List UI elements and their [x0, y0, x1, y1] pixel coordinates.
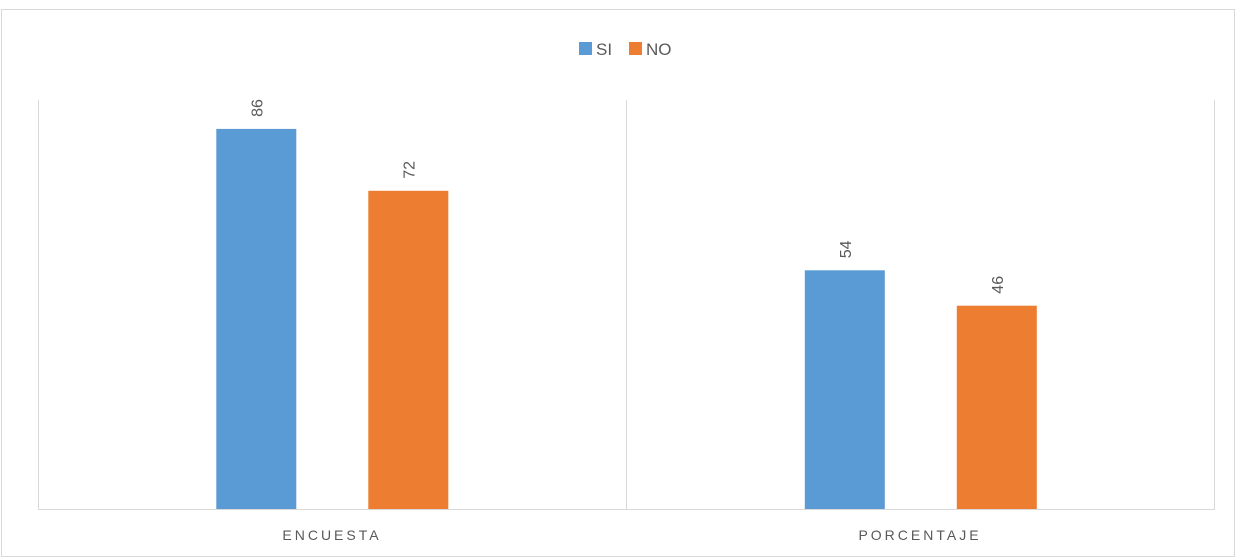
data-label-encuesta-no: 72	[401, 161, 418, 179]
data-label-porcentaje-no: 46	[990, 276, 1007, 294]
legend-item-si: SI	[579, 40, 612, 59]
bar-porcentaje-no	[956, 305, 1037, 509]
chart-border	[1, 9, 1235, 557]
legend-label-no: NO	[646, 40, 672, 59]
bar-porcentaje-si	[804, 270, 885, 509]
category-label-encuesta: ENCUESTA	[282, 527, 381, 543]
bar-encuesta-no	[368, 190, 449, 510]
plot-area: 86 72 54 46 ENCUESTA PORCENTAJE	[38, 99, 1215, 543]
legend-label-si: SI	[596, 40, 612, 59]
category-label-porcentaje: PORCENTAJE	[858, 527, 981, 543]
legend-swatch-no	[629, 42, 642, 55]
data-label-porcentaje-si: 54	[838, 240, 855, 258]
data-labels-layer: 86 72 54 46	[249, 99, 1007, 294]
data-label-encuesta-si: 86	[249, 99, 266, 117]
bar-encuesta-si	[216, 128, 297, 509]
bars-layer	[216, 128, 1037, 510]
legend-swatch-si	[579, 42, 592, 55]
legend: SI NO	[579, 40, 672, 59]
legend-item-no: NO	[629, 40, 672, 59]
